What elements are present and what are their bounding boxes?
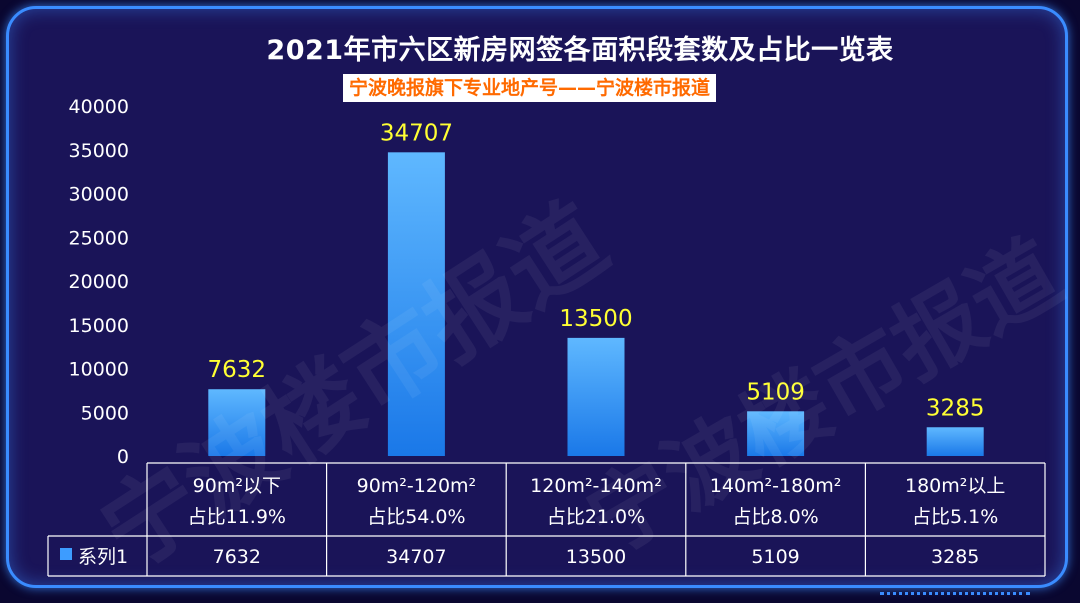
category-share-label-0: 占比11.9% [188,506,286,528]
category-share-label-1: 占比54.0% [367,506,465,528]
table-value-1: 34707 [386,546,446,568]
category-share-label-4: 占比5.1% [912,506,998,528]
table-value-2: 13500 [566,546,626,568]
data-label-0: 7632 [208,357,267,383]
category-label-0: 90m²以下 [193,475,281,497]
category-share-label-3: 占比8.0% [732,506,818,528]
data-label-1: 34707 [380,120,453,146]
table-value-3: 5109 [751,546,799,568]
y-tick-label-5: 25000 [69,227,129,249]
chart-subtitle: 宁波晚报旗下专业地产号——宁波楼市报道 [343,74,717,102]
data-label-4: 3285 [926,395,985,421]
category-label-4: 180m²以上 [905,475,1005,497]
y-tick-label-8: 40000 [69,96,129,118]
y-tick-label-3: 15000 [69,315,129,337]
category-label-2: 120m²-140m² [530,475,662,497]
category-share-label-2: 占比21.0% [547,506,645,528]
y-tick-label-6: 30000 [69,184,129,206]
y-tick-label-0: 0 [117,446,129,468]
bar-1 [387,152,445,456]
y-tick-label-7: 35000 [69,140,129,162]
bar-0 [208,389,266,456]
bar-3 [747,411,805,456]
frame-decoration [880,592,1030,603]
table-value-0: 7632 [213,546,261,568]
y-tick-label-2: 10000 [69,359,129,381]
legend-series-name: 系列1 [78,546,128,568]
bar-4 [926,427,984,456]
y-tick-label-1: 5000 [81,402,129,424]
legend-key [60,548,72,560]
bar-2 [567,337,625,456]
category-label-1: 90m²-120m² [357,475,477,497]
data-label-2: 13500 [559,306,632,332]
chart-frame [6,6,1068,588]
table-value-4: 3285 [931,546,979,568]
y-tick-label-4: 20000 [69,271,129,293]
data-label-3: 5109 [746,379,805,405]
category-label-3: 140m²-180m² [710,475,842,497]
chart-title: 2021年市六区新房网签各面积段套数及占比一览表 [266,35,894,66]
